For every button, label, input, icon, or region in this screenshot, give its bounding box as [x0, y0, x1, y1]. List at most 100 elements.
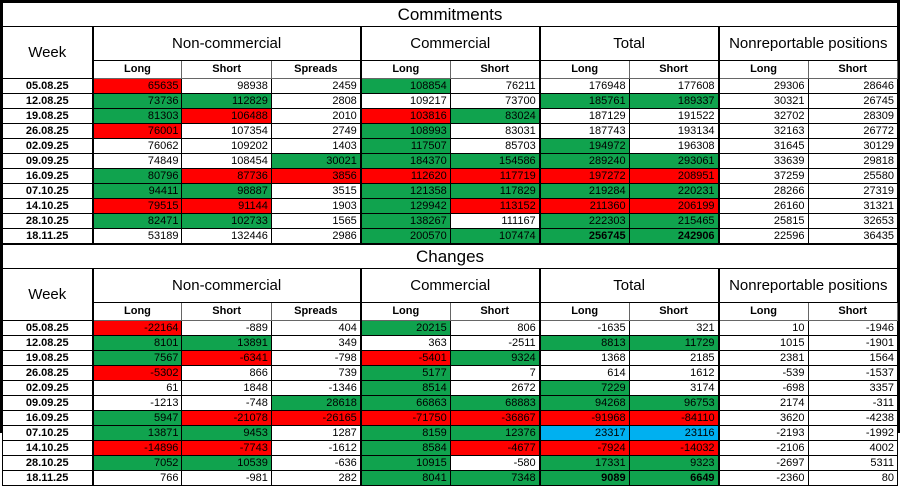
value-cell: 121358	[359, 183, 451, 199]
week-cell: 26.08.25	[2, 365, 93, 381]
changes-title-row: Changes	[2, 244, 898, 269]
value-cell: 109217	[359, 93, 451, 109]
value-cell: 32163	[717, 123, 809, 139]
value-cell: 321	[628, 320, 720, 336]
col-header-cell: Long	[538, 60, 630, 79]
value-cell: 111167	[449, 213, 541, 229]
value-cell: 25815	[717, 213, 809, 229]
value-cell: 106488	[181, 108, 272, 124]
value-cell: 66863	[359, 395, 451, 411]
value-cell: 73700	[449, 93, 541, 109]
value-cell: 26160	[717, 198, 809, 214]
group-header-cell: Non-commercial	[91, 268, 362, 303]
value-cell: 107354	[181, 123, 272, 139]
value-cell: 211360	[538, 198, 630, 214]
value-cell: 96753	[628, 395, 720, 411]
value-cell: 26772	[807, 123, 898, 139]
value-cell: 866	[181, 365, 272, 381]
value-cell: 28309	[807, 108, 898, 124]
value-cell: 189337	[628, 93, 720, 109]
value-cell: 4002	[807, 440, 898, 456]
value-cell: 1612	[628, 365, 720, 381]
value-cell: 129942	[359, 198, 451, 214]
value-cell: -22164	[91, 320, 183, 336]
value-cell: -1612	[270, 440, 362, 456]
value-cell: -4677	[449, 440, 541, 456]
value-cell: -311	[807, 395, 898, 411]
value-cell: 17331	[538, 455, 630, 471]
value-cell: 117507	[359, 138, 451, 154]
value-cell: -14032	[628, 440, 720, 456]
value-cell: 87736	[181, 168, 272, 184]
week-cell: 09.09.25	[2, 395, 93, 411]
table-row: 18.11.25 53189 132446 2986 200570 107474 25674…	[2, 228, 898, 244]
col-header-cell: Spreads	[270, 302, 362, 321]
value-cell: 154586	[449, 153, 541, 169]
value-cell: 5311	[807, 455, 898, 471]
week-cell: 19.08.25	[2, 350, 93, 366]
value-cell: 806	[449, 320, 541, 336]
value-cell: -1946	[807, 320, 898, 336]
week-cell: 16.09.25	[2, 168, 93, 184]
sub-header-row: Long Short Spreads Long Short Long Short Long Sh…	[3, 60, 898, 79]
table-row: 16.09.25 80796 87736 3856 112620 117719 197272…	[2, 168, 898, 184]
value-cell: 614	[538, 365, 630, 381]
commitments-table: Commitments Week Non-commercial Commercial…	[2, 2, 898, 244]
week-cell: 07.10.25	[2, 183, 93, 199]
week-cell: 28.10.25	[2, 455, 93, 471]
changes-table: Changes Week Non-commercial Commercial Tota…	[2, 244, 898, 486]
value-cell: 98887	[181, 183, 272, 199]
value-cell: 185761	[538, 93, 630, 109]
value-cell: 9089	[538, 470, 630, 486]
value-cell: 193134	[628, 123, 720, 139]
value-cell: -539	[717, 365, 809, 381]
value-cell: -21078	[181, 410, 272, 426]
value-cell: -1213	[91, 395, 183, 411]
group-header-row: Week Non-commercial Commercial Total Nonrepo…	[2, 26, 898, 79]
value-cell: 1368	[538, 350, 630, 366]
week-column-header: Week	[2, 26, 93, 79]
week-cell: 18.11.25	[2, 470, 93, 486]
value-cell: 98938	[181, 78, 272, 94]
group-header-cell: Nonreportable positions	[717, 268, 898, 303]
col-header-cell: Long	[359, 60, 451, 79]
value-cell: -5401	[359, 350, 451, 366]
col-header-cell: Short	[181, 60, 272, 79]
value-cell: -2193	[717, 425, 809, 441]
value-cell: 2174	[717, 395, 809, 411]
value-cell: 13871	[91, 425, 183, 441]
week-cell: 05.08.25	[2, 78, 93, 94]
value-cell: 80796	[91, 168, 183, 184]
value-cell: 31321	[807, 198, 898, 214]
table-row: 09.09.25 -1213 -748 28618 66863 68883 94268 967…	[2, 395, 898, 411]
table-row: 14.10.25 79515 91144 1903 129942 113152 211360…	[2, 198, 898, 214]
value-cell: 220231	[628, 183, 720, 199]
col-header-cell: Short	[807, 302, 898, 321]
value-cell: 112829	[181, 93, 272, 109]
col-header-cell: Long	[91, 302, 183, 321]
value-cell: -5302	[91, 365, 183, 381]
value-cell: 9324	[449, 350, 541, 366]
value-cell: 26745	[807, 93, 898, 109]
value-cell: 31645	[717, 138, 809, 154]
value-cell: 108854	[359, 78, 451, 94]
value-cell: 5947	[91, 410, 183, 426]
value-cell: 37259	[717, 168, 809, 184]
col-header-cell: Long	[717, 302, 809, 321]
value-cell: 94411	[91, 183, 183, 199]
value-cell: 32702	[717, 108, 809, 124]
table-title: Commitments	[2, 2, 898, 27]
value-cell: 12376	[449, 425, 541, 441]
value-cell: 2749	[270, 123, 362, 139]
value-cell: 73736	[91, 93, 183, 109]
group-header-cell: Non-commercial	[91, 26, 362, 61]
col-header-cell: Spreads	[270, 60, 362, 79]
table-row: 26.08.25 76001 107354 2749 108993 83031 187743…	[2, 123, 898, 139]
value-cell: 10915	[359, 455, 451, 471]
value-cell: 766	[91, 470, 183, 486]
value-cell: -26165	[270, 410, 362, 426]
value-cell: 2986	[270, 228, 362, 244]
value-cell: 208951	[628, 168, 720, 184]
value-cell: 187129	[538, 108, 630, 124]
table-row: 28.10.25 82471 102733 1565 138267 111167 22230…	[2, 213, 898, 229]
